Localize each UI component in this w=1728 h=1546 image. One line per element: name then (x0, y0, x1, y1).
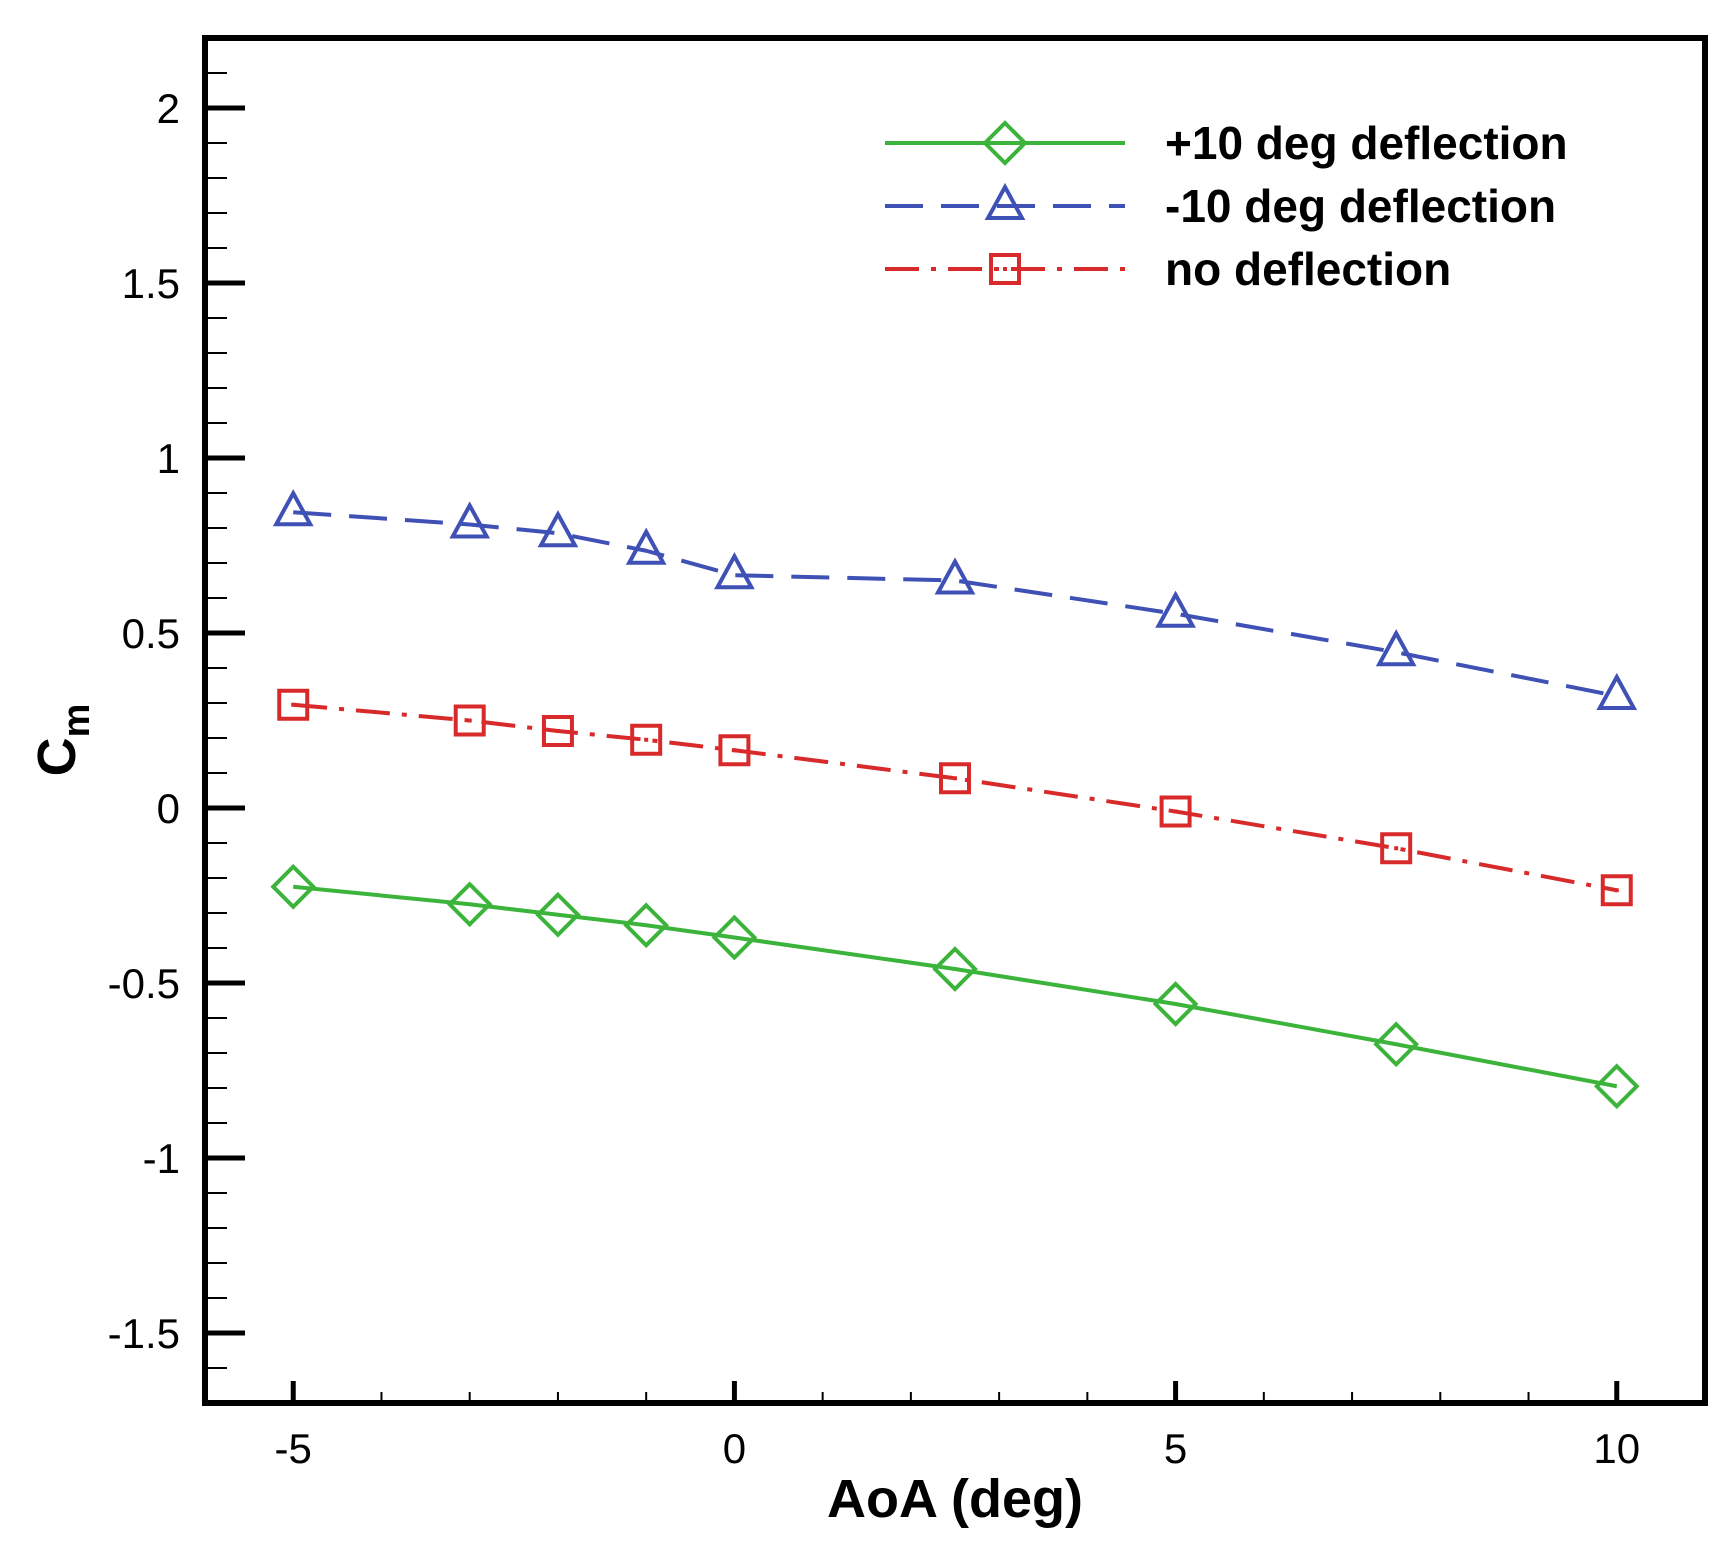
y-tick-label: 0.5 (122, 610, 180, 657)
y-tick-label: -1 (143, 1135, 180, 1182)
y-tick-label: -1.5 (108, 1310, 180, 1357)
series-1 (270, 863, 1640, 1110)
data-point-triangle (1155, 590, 1196, 628)
data-point-square (1380, 832, 1413, 865)
x-tick-label: -5 (275, 1425, 312, 1472)
y-tick-label: 0 (157, 785, 180, 832)
legend-label: -10 deg deflection (1165, 180, 1556, 232)
ticks-layer: -5 0 5 10 -1.5 -1 -0.5 0 0.5 1 1.5 2 (108, 72, 1706, 1472)
data-point-square (718, 734, 751, 767)
data-point-triangle (714, 552, 755, 590)
data-point-diamond (446, 881, 493, 928)
square-marker-dot (1003, 267, 1007, 271)
data-point-triangle (625, 527, 667, 565)
square-marker-dot (1614, 888, 1619, 893)
square-marker-box (1159, 795, 1192, 828)
data-point-triangle (449, 501, 491, 539)
data-point-diamond (932, 946, 978, 992)
square-marker-dot (1394, 846, 1399, 851)
svg-text:Cm: Cm (27, 704, 98, 777)
data-point-square (277, 688, 310, 721)
y-tick-label: -0.5 (108, 960, 180, 1007)
data-point-triangle (272, 489, 314, 527)
square-marker-dot (953, 776, 957, 781)
x-tick-label: 0 (723, 1425, 746, 1472)
legend-entry-3: no deflection (885, 243, 1451, 295)
square-marker-box (630, 723, 663, 756)
data-point-diamond (1152, 981, 1199, 1027)
square-marker-dot (1173, 809, 1178, 814)
legend-label: +10 deg deflection (1165, 117, 1568, 169)
square-marker-box (1600, 874, 1633, 907)
y-axis-title: Cm (27, 704, 98, 777)
data-point-diamond (1373, 1021, 1420, 1068)
square-marker-box (453, 704, 486, 737)
y-axis-title-main: C (27, 737, 87, 776)
legend-marker-triangle (984, 182, 1026, 220)
square-marker-dot (555, 729, 560, 733)
square-marker-dot (644, 737, 649, 742)
legend-label: no deflection (1165, 243, 1451, 295)
square-marker-dot (732, 748, 737, 753)
square-marker-dot (291, 702, 296, 707)
y-tick-label: 2 (157, 85, 180, 132)
legend-entry-2: -10 deg deflection (885, 180, 1556, 232)
data-point-diamond (623, 902, 670, 949)
series-line (293, 702, 1618, 893)
legend-entry-1: +10 deg deflection (885, 117, 1568, 169)
series-line (293, 510, 1618, 698)
series-layer (270, 489, 1640, 1110)
data-point-diamond (1593, 1063, 1640, 1110)
x-axis-title: AoA (deg) (827, 1469, 1083, 1529)
data-point-square (541, 715, 574, 747)
square-marker-box (541, 715, 574, 747)
square-marker-dot (467, 718, 472, 723)
data-point-square (1600, 874, 1633, 907)
series-2 (272, 489, 1638, 710)
data-point-diamond (270, 863, 317, 910)
data-point-square (453, 704, 486, 737)
plot-frame (202, 35, 1708, 1406)
data-point-diamond (711, 914, 758, 961)
square-marker-box (277, 688, 310, 721)
data-point-triangle (934, 557, 976, 595)
square-marker-box (718, 734, 751, 767)
data-point-square (630, 723, 663, 756)
data-point-square (939, 762, 971, 795)
legend-marker-square (989, 253, 1021, 285)
square-marker-box (989, 253, 1021, 285)
data-point-triangle (537, 510, 579, 548)
square-marker-box (939, 762, 971, 795)
y-tick-label: 1.5 (122, 260, 180, 307)
legend: +10 deg deflection -10 deg deflection no d… (885, 117, 1568, 295)
y-axis-title-subscript: m (56, 704, 98, 738)
data-point-square (1159, 795, 1192, 828)
x-tick-label: 5 (1164, 1425, 1187, 1472)
series-3 (277, 688, 1633, 907)
x-tick-label: 10 (1593, 1425, 1640, 1472)
data-point-diamond (535, 891, 581, 938)
square-marker-box (1380, 832, 1413, 865)
data-point-triangle (1596, 672, 1638, 710)
y-tick-label: 1 (157, 435, 180, 482)
series-line (293, 884, 1618, 1089)
legend-marker-diamond (982, 120, 1028, 166)
data-point-triangle (1375, 629, 1417, 667)
